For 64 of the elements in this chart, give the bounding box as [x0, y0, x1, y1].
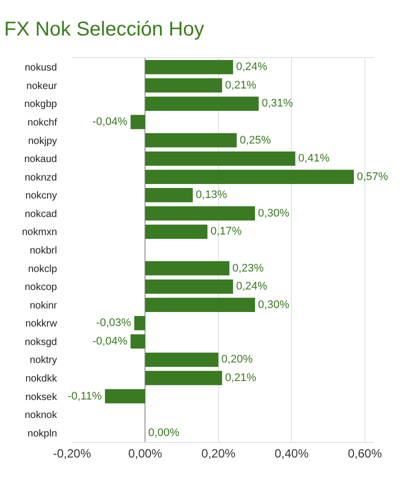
bar [145, 261, 230, 276]
y-tick-label: nokdkk [25, 374, 58, 384]
bar [130, 114, 146, 130]
y-tick-label: nokcny [25, 190, 57, 202]
data-label: 0,20% [221, 354, 253, 366]
bar [145, 170, 354, 184]
data-label: 0,13% [196, 189, 228, 202]
y-tick-label: nokjpy [28, 136, 57, 147]
bar [145, 78, 222, 93]
y-tick-label: nokgbp [24, 99, 58, 110]
y-tick-label: noktry [30, 355, 57, 366]
data-label: 0,23% [232, 262, 264, 274]
bar [104, 389, 146, 404]
bar [145, 151, 296, 166]
bar [145, 60, 234, 74]
bar [145, 352, 218, 367]
y-tick-label: nokpln [28, 428, 57, 440]
y-tick-label: noksek [25, 392, 58, 403]
y-tick-label: noknzd [24, 172, 57, 184]
y-tick-label: noknok [24, 410, 58, 422]
y-tick-label: nokeur [26, 80, 58, 92]
y-tick-label: nokcop [24, 282, 58, 294]
y-tick-label: nokclp [28, 264, 58, 275]
x-tick-label: 0,60% [348, 446, 382, 460]
y-tick-label: nokmxn [22, 227, 57, 238]
x-tick-label: 0,20% [201, 446, 236, 460]
y-tick-label: nokcad [24, 208, 57, 220]
bar [145, 279, 234, 294]
y-tick-label: noksgd [24, 336, 57, 348]
data-label: 0,31% [262, 98, 294, 110]
bar [134, 316, 146, 330]
x-tick-label: -0,20% [52, 446, 92, 460]
data-label: -0,03% [96, 317, 132, 330]
data-label: 0,17% [210, 226, 242, 238]
data-label: 0,30% [258, 207, 290, 220]
data-label: -0,04% [92, 116, 128, 128]
bar [145, 96, 259, 111]
data-label: 0,00% [148, 426, 180, 439]
data-label: -0,04% [92, 335, 128, 348]
bar [145, 370, 222, 386]
bar [145, 224, 208, 239]
data-label: 0,25% [240, 134, 272, 146]
data-label: -0,11% [68, 390, 102, 402]
data-label: 0,57% [356, 170, 388, 183]
x-tick-label: 0,40% [274, 446, 309, 460]
data-label: 0,21% [225, 79, 256, 92]
y-tick-label: nokbrl [30, 246, 57, 256]
bar [145, 133, 237, 148]
data-label: 0,30% [258, 298, 290, 311]
data-label: 0,24% [236, 280, 268, 293]
bar [130, 334, 146, 349]
data-label: 0,21% [225, 372, 256, 384]
x-tick-label: 0,00% [128, 446, 163, 460]
y-tick-label: nokaud [24, 154, 57, 166]
y-tick-label: nokkrw [25, 318, 58, 330]
data-label: 0,41% [298, 152, 330, 165]
y-tick-label: nokusd [24, 62, 57, 74]
y-tick-label: nokinr [30, 300, 58, 312]
y-tick-label: nokchf [28, 118, 58, 128]
bar [145, 206, 256, 221]
bar [145, 298, 256, 312]
chart-title: FX Nok Selección Hoy [4, 18, 204, 41]
bar [145, 188, 193, 202]
data-label: 0,24% [236, 61, 268, 74]
